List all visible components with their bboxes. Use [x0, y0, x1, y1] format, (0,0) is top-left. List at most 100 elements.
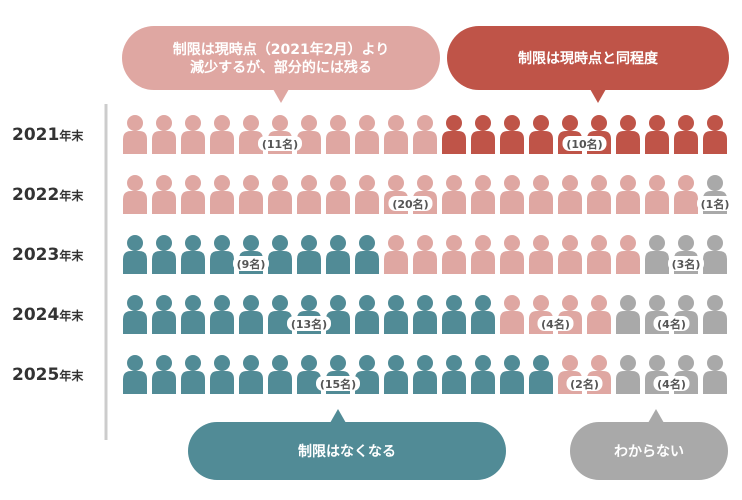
legend-label: 制限は現時点（2021年2月）より [173, 41, 389, 58]
person-icon [587, 235, 611, 274]
person-icon [210, 115, 234, 154]
person-icon [181, 355, 205, 394]
person-icon [587, 175, 611, 214]
person-icon [645, 115, 669, 154]
person-icon [268, 295, 292, 334]
count-label-bg [653, 316, 690, 331]
count-label-bg [697, 196, 733, 211]
person-icon [210, 295, 234, 334]
person-icon [413, 235, 437, 274]
person-icon [616, 175, 640, 214]
person-icon [471, 235, 495, 274]
person-icon [384, 235, 408, 274]
person-icon [355, 235, 379, 274]
person-icon [326, 175, 350, 214]
person-icon [529, 115, 553, 154]
person-icon [558, 175, 582, 214]
count-label: (4名) [657, 377, 686, 391]
person-icon [123, 235, 147, 274]
person-icon [355, 295, 379, 334]
count-label-bg [233, 256, 269, 271]
person-icon [442, 115, 466, 154]
year-label: 2022年末 [12, 185, 84, 205]
person-icon [500, 295, 524, 334]
person-icon [674, 115, 698, 154]
legend-label: 減少するが、部分的には残る [190, 59, 372, 76]
person-icon [442, 355, 466, 394]
count-label: (2名) [570, 377, 599, 391]
person-icon [355, 175, 379, 214]
legend-bubble-same: 制限は現時点と同程度 [447, 26, 729, 103]
person-icon [500, 175, 524, 214]
person-icon [529, 235, 553, 274]
count-label: (10名) [566, 137, 602, 151]
person-icon [268, 175, 292, 214]
person-icon [616, 115, 640, 154]
count-label-bg [537, 316, 574, 331]
person-icon [703, 355, 727, 394]
person-icon [239, 115, 263, 154]
person-icon [355, 115, 379, 154]
year-label: 2024年末 [12, 305, 84, 325]
person-icon [239, 355, 263, 394]
person-icon [471, 175, 495, 214]
person-icon [297, 235, 321, 274]
count-label: (4名) [657, 317, 686, 331]
person-icon [152, 115, 176, 154]
person-icon [210, 355, 234, 394]
count-label-bg [562, 136, 607, 151]
count-label: (15名) [320, 377, 356, 391]
count-label: (3名) [672, 257, 701, 271]
count-label: (4名) [541, 317, 570, 331]
person-icon [616, 235, 640, 274]
person-icon [384, 115, 408, 154]
person-icon [297, 355, 321, 394]
person-icon [181, 295, 205, 334]
legend-label: わからない [614, 444, 684, 460]
count-label: (1名) [701, 197, 730, 211]
year-label: 2025年末 [12, 365, 84, 385]
person-icon [123, 115, 147, 154]
legend-label: 制限は現時点と同程度 [518, 50, 659, 67]
count-label-bg [316, 376, 360, 391]
person-icon [500, 115, 524, 154]
count-label: (20名) [392, 197, 428, 211]
count-label: (11名) [262, 137, 298, 151]
person-icon [529, 175, 553, 214]
person-icon [500, 235, 524, 274]
count-label-bg [668, 256, 704, 271]
person-icon [181, 115, 205, 154]
person-icon [413, 295, 437, 334]
person-icon [442, 175, 466, 214]
person-icon [355, 355, 379, 394]
count-label-bg [566, 376, 603, 391]
person-icon [645, 235, 669, 274]
person-icon [703, 295, 727, 334]
person-icon [152, 235, 176, 274]
person-icon [384, 355, 408, 394]
person-icon [123, 355, 147, 394]
legend-label: 制限はなくなる [298, 443, 396, 460]
person-icon [239, 295, 263, 334]
count-label: (13名) [291, 317, 327, 331]
person-icon [471, 115, 495, 154]
person-icon [152, 175, 176, 214]
person-icon [384, 295, 408, 334]
person-icon [268, 235, 292, 274]
person-icon [529, 355, 553, 394]
person-icon [413, 115, 437, 154]
person-icon [123, 175, 147, 214]
person-icon [297, 175, 321, 214]
person-icon [442, 235, 466, 274]
person-icon [500, 355, 524, 394]
person-icon [703, 235, 727, 274]
person-icon [616, 355, 640, 394]
count-label-bg [388, 196, 433, 211]
person-icon [181, 235, 205, 274]
count-label-bg [287, 316, 331, 331]
person-icon [297, 115, 321, 154]
person-icon [152, 295, 176, 334]
person-icon [326, 295, 350, 334]
